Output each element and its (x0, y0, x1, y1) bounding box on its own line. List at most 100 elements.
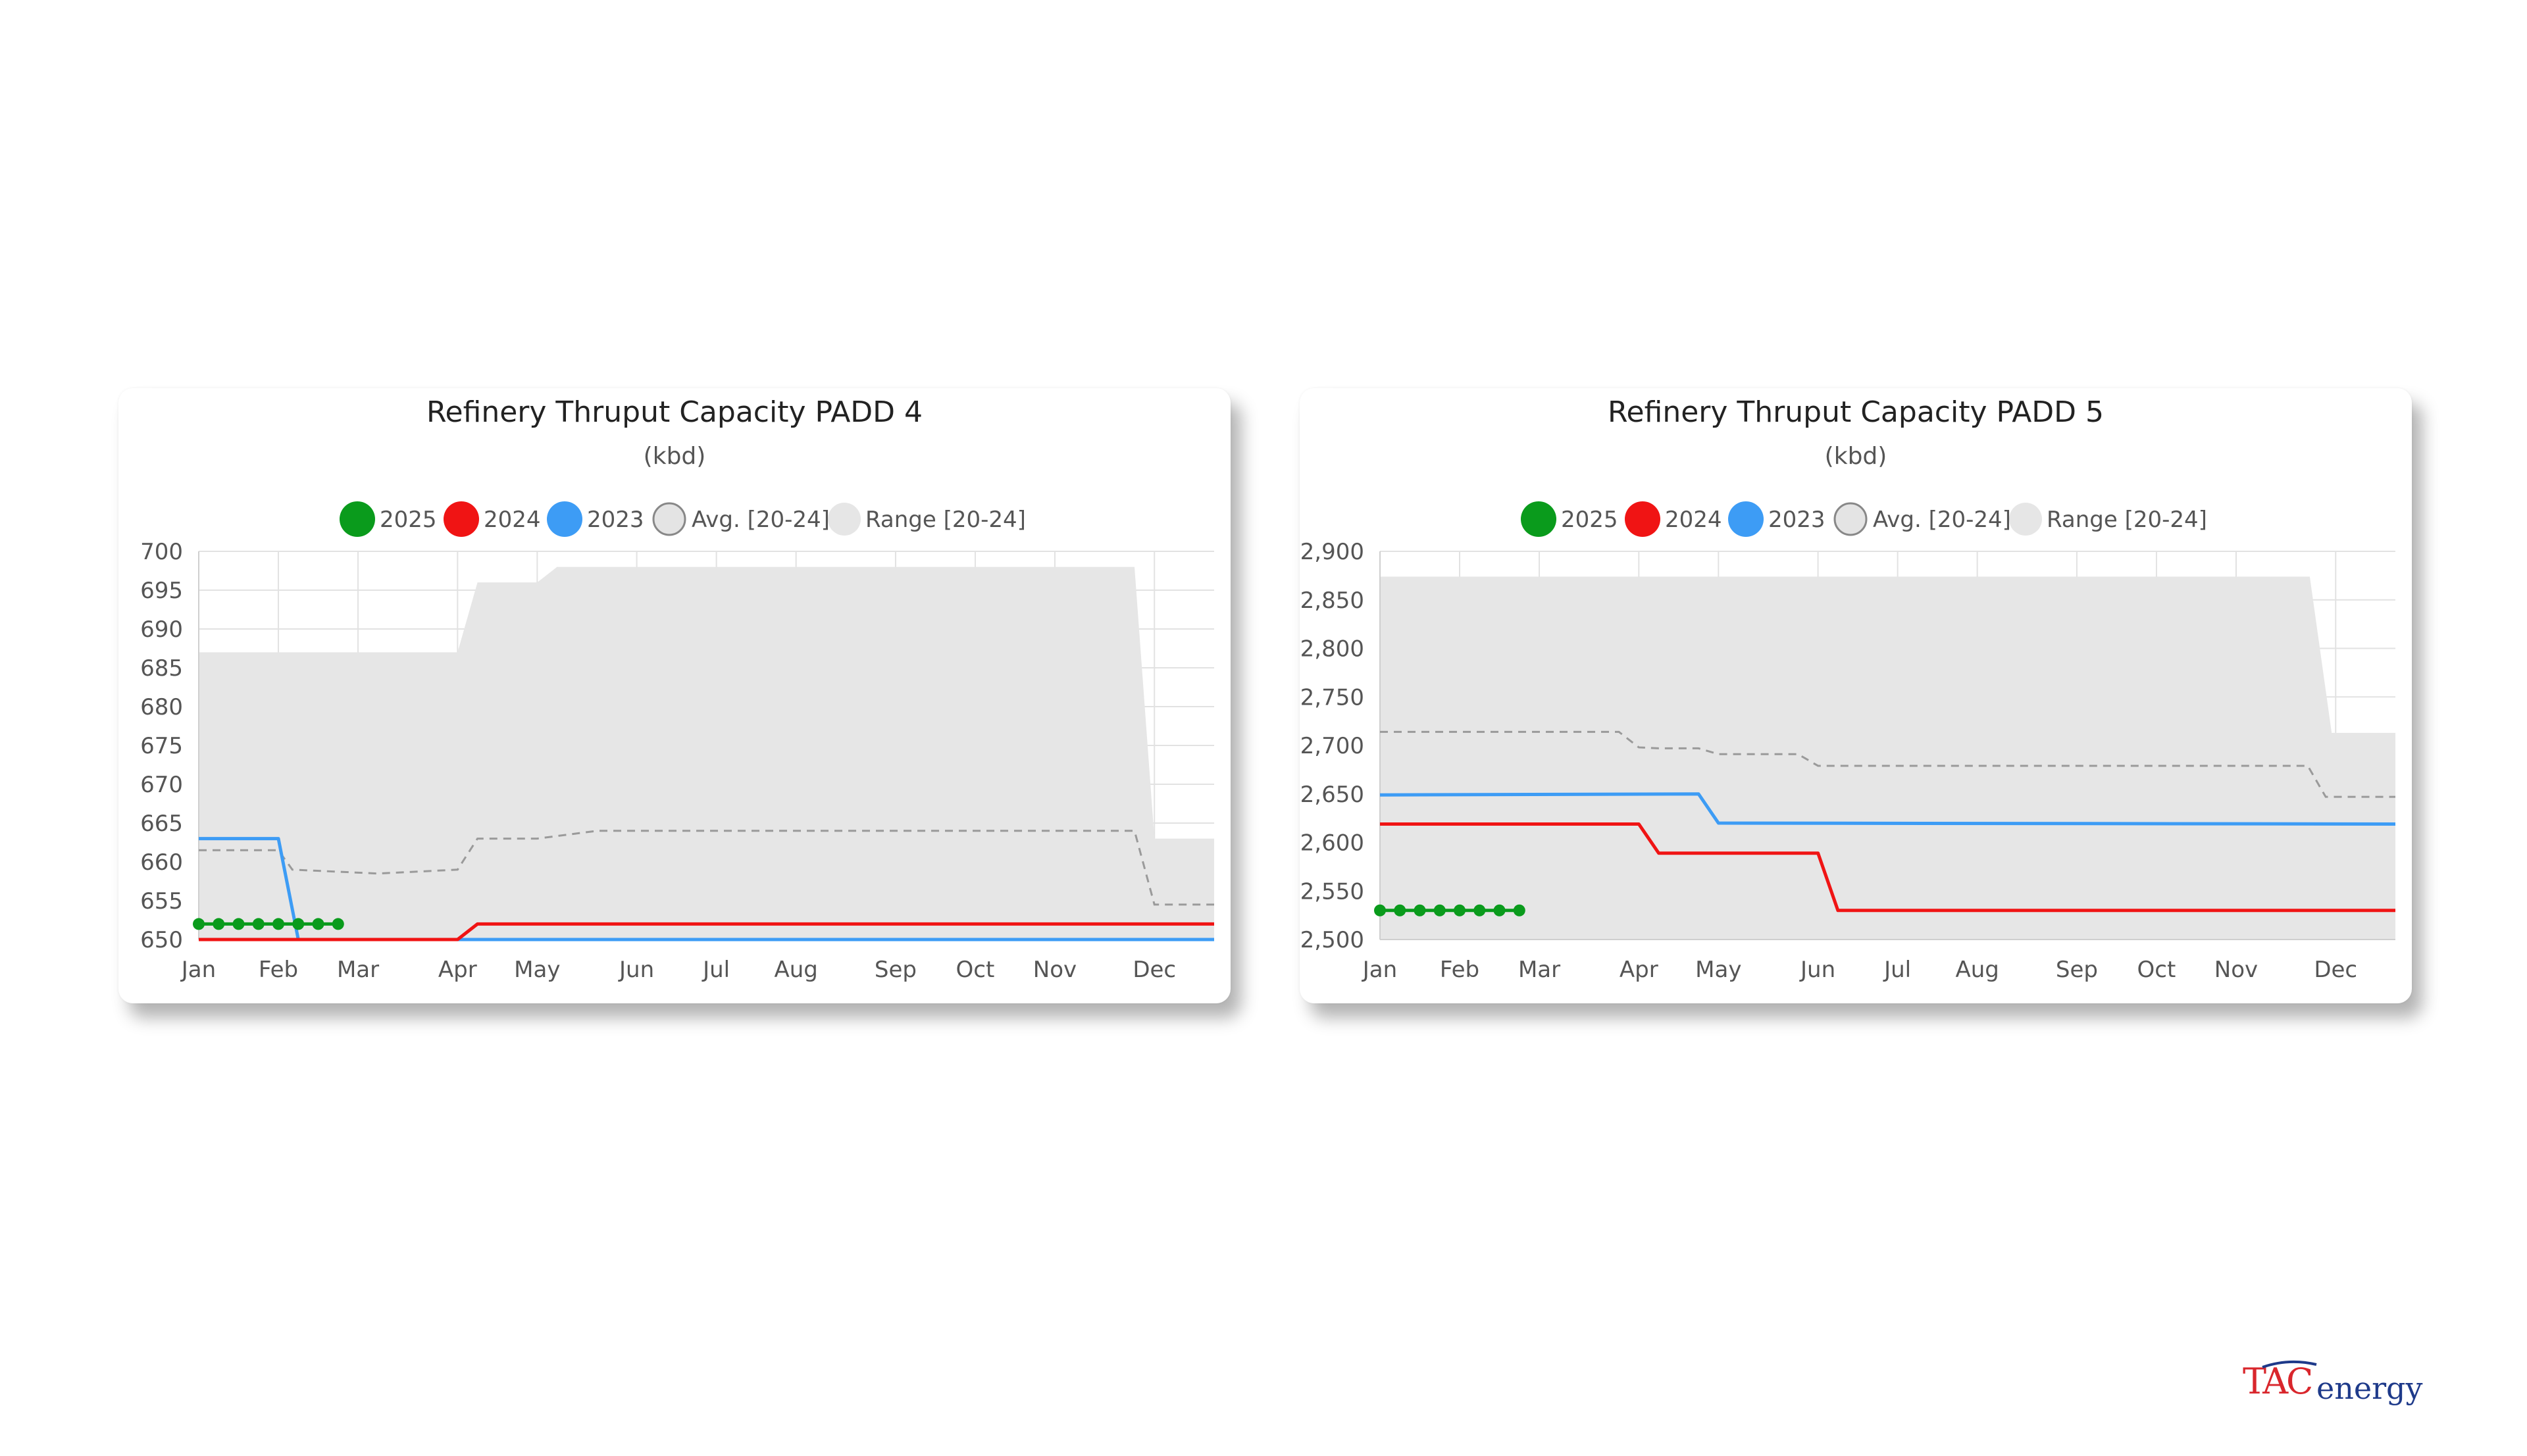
chart-padd5: Refinery Thruput Capacity PADD 5 (kbd) 2… (1300, 395, 2396, 983)
y-tick-label: 695 (140, 578, 183, 604)
series-line-2024 (1380, 822, 2395, 913)
chart-subtitle: (kbd) (1825, 443, 1887, 470)
x-tick-label: Jan (1362, 957, 1397, 983)
x-tick-label: Nov (1033, 957, 1077, 983)
chart-card-padd5: Refinery Thruput Capacity PADD 5 (kbd) 2… (1300, 388, 2412, 1003)
y-tick-label: 655 (140, 888, 183, 915)
series-point-2025 (312, 918, 324, 930)
x-tick-label: Sep (2056, 957, 2098, 983)
chart-subtitle: (kbd) (644, 443, 706, 470)
legend-label: 2025 (1561, 507, 1618, 533)
legend-item-avg-20-24-: Avg. [20-24] (1833, 502, 2011, 536)
y-tick-label: 2,700 (1300, 733, 1364, 759)
legend-item-2023: 2023 (547, 501, 644, 537)
series-point-2025 (1473, 904, 1486, 916)
legend-item-range-20-24-: Range [20-24] (2009, 503, 2207, 536)
legend-label: 2024 (1665, 507, 1722, 533)
x-tick-label: Jul (1883, 957, 1911, 983)
series-point-2025 (193, 918, 205, 930)
legend-label: 2024 (484, 507, 541, 533)
legend-swatch (828, 503, 861, 536)
legend-swatch (1625, 501, 1660, 537)
logo-tac-text: TAC (2243, 1361, 2312, 1402)
series-point-2025 (213, 918, 225, 930)
x-tick-label: Mar (337, 957, 379, 983)
legend-label: Avg. [20-24] (1873, 507, 2011, 533)
y-tick-label: 680 (140, 694, 183, 720)
y-tick-label: 2,600 (1300, 830, 1364, 857)
legend-swatch (1833, 502, 1868, 536)
x-tick-label: Dec (1133, 957, 1176, 983)
series-line-2023 (1379, 792, 2396, 826)
series-point-2025 (292, 918, 305, 930)
legend-item-avg-20-24-: Avg. [20-24] (652, 502, 830, 536)
x-tick-label: Feb (259, 957, 298, 983)
chart-padd4: Refinery Thruput Capacity PADD 4 (kbd) 2… (140, 395, 1214, 983)
series-point-2025 (332, 918, 344, 930)
y-tick-label: 2,550 (1300, 878, 1364, 905)
legend-item-2025: 2025 (340, 501, 437, 537)
legend-item-2025: 2025 (1521, 501, 1618, 537)
series-point-2025 (1493, 904, 1506, 916)
series-point-2025 (1454, 904, 1466, 916)
series-point-2025 (1433, 904, 1446, 916)
series-point-2025 (1513, 904, 1525, 916)
legend-swatch (1728, 501, 1764, 537)
series-line-2024 (199, 922, 1214, 941)
avg-line (199, 830, 1214, 906)
legend-swatch (1521, 501, 1556, 537)
y-tick-label: 2,900 (1300, 539, 1364, 565)
chart-title: Refinery Thruput Capacity PADD 5 (1608, 395, 2104, 429)
tac-energy-logo: TAC energy (2243, 1360, 2423, 1406)
x-tick-label: Dec (2314, 957, 2357, 983)
y-tick-label: 670 (140, 772, 183, 798)
legend-label: 2023 (587, 507, 644, 533)
x-tick-label: Aug (1955, 957, 1999, 983)
x-tick-label: May (514, 957, 560, 983)
series-point-2025 (232, 918, 245, 930)
legend-swatch (547, 501, 582, 537)
x-tick-label: Jun (618, 957, 654, 983)
x-tick-label: Apr (438, 957, 477, 983)
series-point-2025 (1394, 904, 1406, 916)
x-tick-label: Apr (1620, 957, 1658, 983)
legend-label: Range [20-24] (865, 507, 1026, 533)
chart-title: Refinery Thruput Capacity PADD 4 (426, 395, 923, 429)
legend-item-2023: 2023 (1728, 501, 1825, 537)
x-tick-label: Oct (2137, 957, 2176, 983)
y-tick-label: 2,500 (1300, 927, 1364, 953)
series-point-2025 (272, 918, 285, 930)
legend-label: 2023 (1768, 507, 1825, 533)
series-point-2025 (252, 918, 265, 930)
avg-line (1380, 730, 2395, 798)
range-band (1380, 576, 2395, 940)
legend-item-2024: 2024 (444, 501, 541, 537)
legend-swatch (2009, 503, 2042, 536)
x-tick-label: Feb (1440, 957, 1479, 983)
y-tick-label: 700 (140, 539, 183, 565)
y-tick-label: 2,750 (1300, 684, 1364, 711)
logo-swoosh (2262, 1360, 2317, 1368)
y-tick-label: 665 (140, 811, 183, 837)
y-tick-label: 675 (140, 733, 183, 759)
x-tick-label: Jan (180, 957, 216, 983)
legend-swatch (340, 501, 375, 537)
x-tick-label: May (1695, 957, 1741, 983)
chart-card-padd4: Refinery Thruput Capacity PADD 4 (kbd) 2… (118, 388, 1231, 1003)
y-tick-label: 685 (140, 655, 183, 682)
x-tick-label: Sep (875, 957, 917, 983)
legend-swatch (444, 501, 479, 537)
legend-label: Avg. [20-24] (692, 507, 830, 533)
legend-item-2024: 2024 (1625, 501, 1722, 537)
y-tick-label: 650 (140, 927, 183, 953)
x-tick-label: Nov (2214, 957, 2258, 983)
range-band (199, 566, 1214, 940)
x-tick-label: Oct (956, 957, 995, 983)
series-point-2025 (1374, 904, 1386, 916)
y-tick-label: 2,850 (1300, 588, 1364, 614)
x-tick-label: Jun (1799, 957, 1835, 983)
x-tick-label: Aug (774, 957, 817, 983)
y-tick-label: 690 (140, 616, 183, 643)
series-line-2023 (199, 837, 1214, 941)
legend-item-range-20-24-: Range [20-24] (828, 503, 1026, 536)
